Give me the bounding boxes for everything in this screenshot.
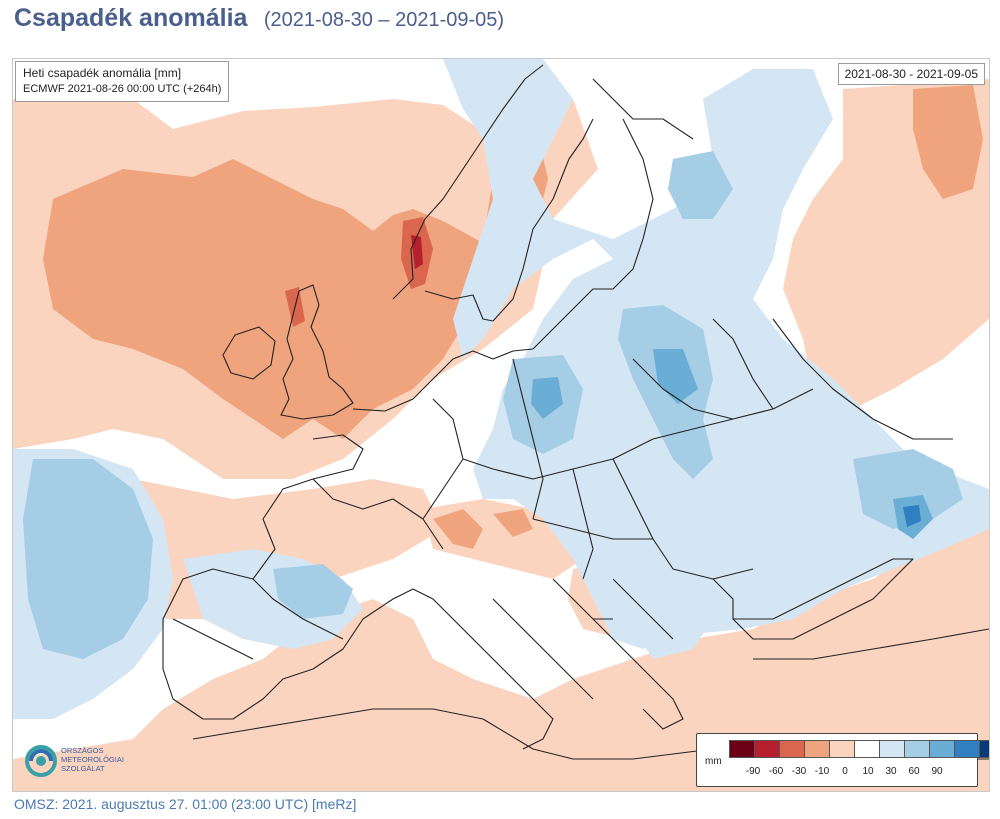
legend-tick: 90 [931, 766, 943, 777]
color-legend: mm -90 -60 -30 -10 0 10 30 60 90 [696, 733, 989, 787]
legend-tick: -60 [768, 766, 784, 777]
anomaly-map [13, 59, 989, 791]
map-info-box: Heti csapadék anomália [mm] ECMWF 2021-0… [15, 61, 230, 102]
legend-swatch [854, 740, 880, 758]
logo-line-2: METEOROLÓGIAI [61, 755, 124, 764]
legend-swatch [954, 740, 980, 758]
omsz-logo-icon [25, 745, 57, 777]
omsz-logo: ORSZÁGOS METEOROLÓGIAI SZOLGÁLAT [19, 737, 139, 783]
legend-swatch [879, 740, 905, 758]
legend-swatch [729, 740, 755, 758]
logo-line-3: SZOLGÁLAT [61, 764, 105, 773]
model-run-label: ECMWF 2021-08-26 00:00 UTC (+264h) [23, 83, 222, 95]
page-title: Csapadék anomália [14, 4, 248, 32]
legend-swatches [729, 740, 989, 758]
legend-tick: -90 [745, 766, 761, 777]
legend-tick: 10 [862, 766, 874, 777]
legend-tick: 30 [885, 766, 897, 777]
legend-unit: mm [705, 756, 722, 767]
legend-tick: 0 [842, 766, 848, 777]
legend-swatch [804, 740, 830, 758]
legend-swatch [929, 740, 955, 758]
legend-swatch [779, 740, 805, 758]
date-range: (2021-08-30 – 2021-09-05) [263, 9, 505, 31]
coastlines-borders [162, 64, 989, 770]
legend-tick: -10 [814, 766, 830, 777]
header: Csapadék anomália (2021-08-30 – 2021-09-… [14, 4, 504, 44]
wet-anomaly-medium [23, 151, 963, 659]
legend-ticks: -90 -60 -30 -10 0 10 30 60 90 [737, 766, 969, 780]
legend-swatch [829, 740, 855, 758]
wet-anomaly-extreme [903, 505, 921, 527]
logo-line-1: ORSZÁGOS [61, 746, 104, 755]
map-variable-label: Heti csapadék anomália [mm] [23, 66, 182, 80]
footer-credit: OMSZ: 2021. augusztus 27. 01:00 (23:00 U… [14, 796, 357, 812]
omsz-logo-text: ORSZÁGOS METEOROLÓGIAI SZOLGÁLAT [61, 746, 124, 773]
legend-tick: 60 [908, 766, 920, 777]
legend-tick: -30 [791, 766, 807, 777]
legend-swatch [979, 740, 989, 758]
legend-swatch [904, 740, 930, 758]
legend-swatch [754, 740, 780, 758]
map-frame: Heti csapadék anomália [mm] ECMWF 2021-0… [12, 58, 990, 792]
period-label: 2021-08-30 - 2021-09-05 [837, 63, 985, 85]
